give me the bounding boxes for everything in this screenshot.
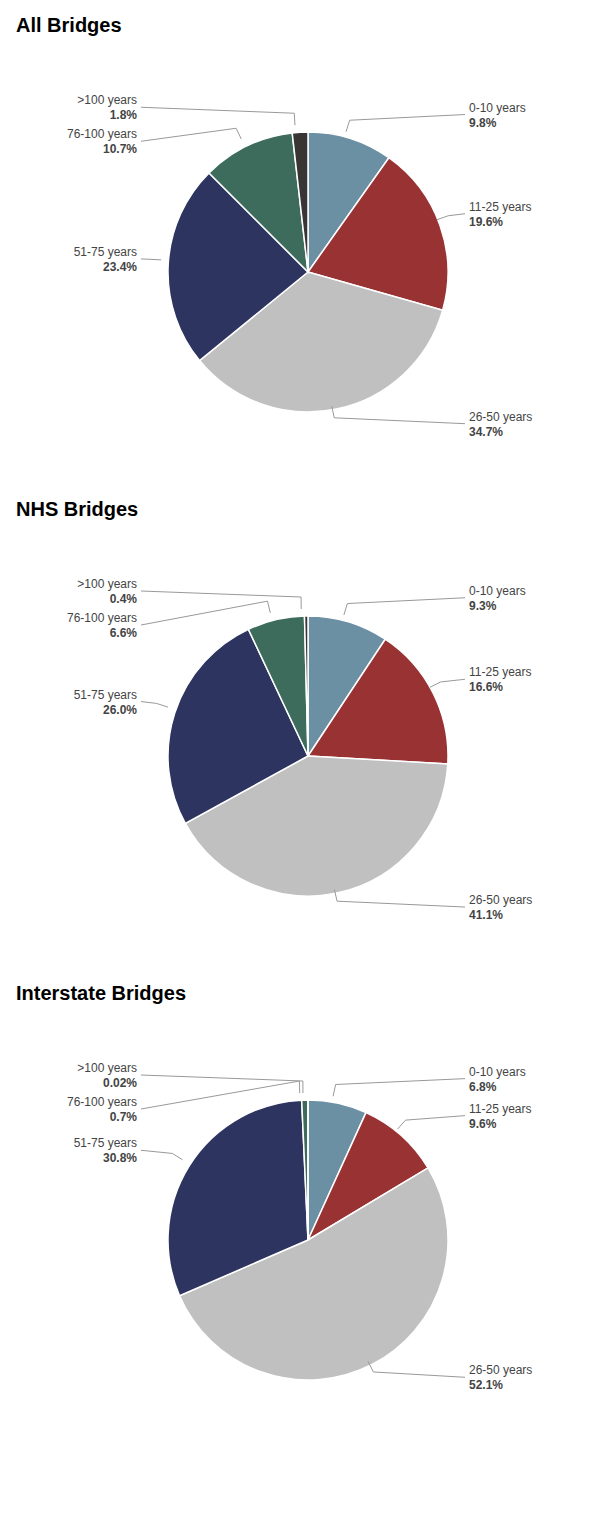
svg-text:>100 years0.4%: >100 years0.4% — [77, 577, 137, 606]
svg-text:>100 years0.02%: >100 years0.02% — [77, 1061, 137, 1090]
svg-text:26-50 years41.1%: 26-50 years41.1% — [469, 893, 532, 922]
svg-text:0-10 years9.3%: 0-10 years9.3% — [469, 584, 526, 613]
svg-text:26-50 years52.1%: 26-50 years52.1% — [469, 1363, 532, 1392]
svg-text:>100 years1.8%: >100 years1.8% — [77, 93, 137, 122]
svg-text:0-10 years9.8%: 0-10 years9.8% — [469, 101, 526, 130]
svg-text:51-75 years23.4%: 51-75 years23.4% — [74, 245, 138, 274]
html-text:NHS Bridges: NHS Bridges — [16, 498, 139, 520]
svg-text:51-75 years30.8%: 51-75 years30.8% — [74, 1136, 138, 1165]
svg-text:76-100 years10.7%: 76-100 years10.7% — [67, 127, 137, 156]
svg-text:26-50 years34.7%: 26-50 years34.7% — [469, 410, 532, 439]
svg-text:11-25 years9.6%: 11-25 years9.6% — [469, 1102, 531, 1131]
svg-text:76-100 years0.7%: 76-100 years0.7% — [67, 1095, 137, 1124]
svg-text:76-100 years6.6%: 76-100 years6.6% — [67, 611, 137, 640]
svg-text:11-25 years19.6%: 11-25 years19.6% — [469, 200, 531, 229]
html-text:Interstate Bridges: Interstate Bridges — [16, 982, 187, 1004]
svg-text:0-10 years6.8%: 0-10 years6.8% — [469, 1065, 526, 1094]
html-text:All Bridges: All Bridges — [16, 14, 122, 36]
svg-text:51-75 years26.0%: 51-75 years26.0% — [74, 688, 138, 717]
svg-text:11-25 years16.6%: 11-25 years16.6% — [469, 665, 531, 694]
